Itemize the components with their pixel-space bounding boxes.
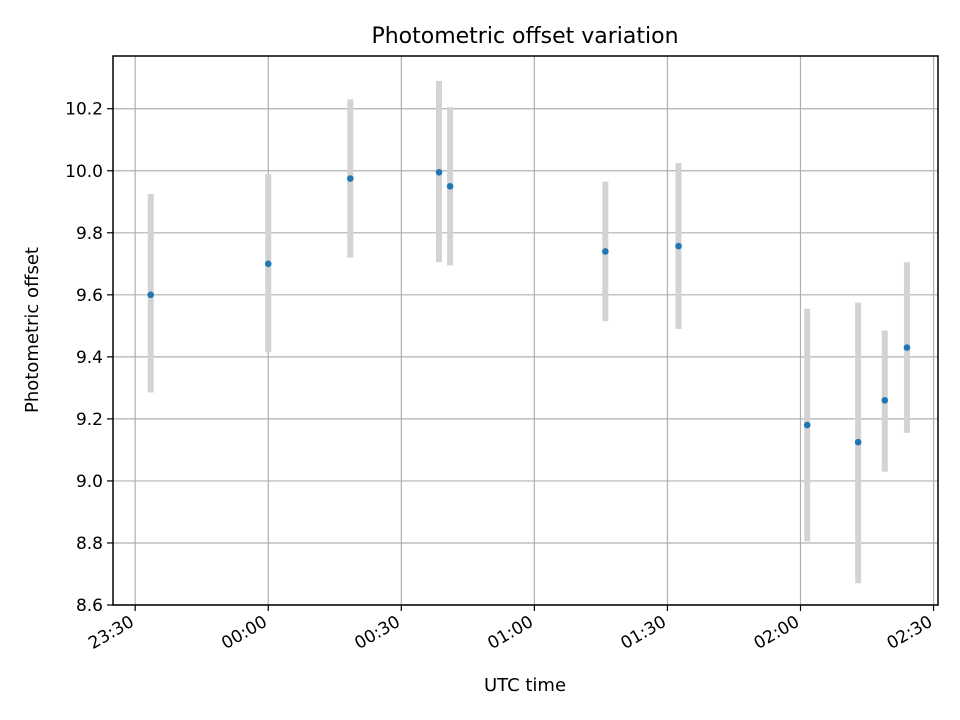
y-tick-label: 9.8 xyxy=(76,224,103,244)
y-tick-label: 9.0 xyxy=(76,472,103,492)
data-points xyxy=(147,169,911,446)
y-tick-label: 9.4 xyxy=(76,348,103,368)
data-point xyxy=(346,175,354,182)
y-tick-label: 9.6 xyxy=(76,286,103,306)
x-tick-label: 01:00 xyxy=(484,612,536,654)
data-point xyxy=(854,438,862,446)
plot-frame xyxy=(112,55,939,606)
y-tick-label: 8.8 xyxy=(76,534,103,554)
y-tick-label: 10.0 xyxy=(65,162,103,182)
x-tick-label: 02:00 xyxy=(751,612,803,654)
y-axis-label: Photometric offset xyxy=(22,247,43,413)
x-axis-label: UTC time xyxy=(484,675,566,696)
data-point xyxy=(803,421,811,429)
data-point xyxy=(264,260,272,268)
data-point xyxy=(435,169,443,176)
x-tick-label: 02:30 xyxy=(884,612,936,654)
y-tick-label: 9.2 xyxy=(76,410,103,430)
data-point xyxy=(602,248,609,255)
chart-title: Photometric offset variation xyxy=(371,24,678,49)
data-point xyxy=(675,242,682,250)
x-tick-label: 01:30 xyxy=(618,612,670,654)
y-tick-label: 10.2 xyxy=(65,100,103,120)
y-tick-label: 8.6 xyxy=(76,596,103,616)
data-point xyxy=(446,182,454,190)
x-tick-label: 00:30 xyxy=(351,612,403,654)
data-point xyxy=(147,291,155,299)
x-tick-label: 00:00 xyxy=(218,612,270,654)
grid-lines xyxy=(113,56,938,606)
x-tick-label: 23:30 xyxy=(85,612,137,654)
error-bars xyxy=(147,80,910,584)
data-point xyxy=(903,344,911,351)
data-point xyxy=(881,396,889,404)
